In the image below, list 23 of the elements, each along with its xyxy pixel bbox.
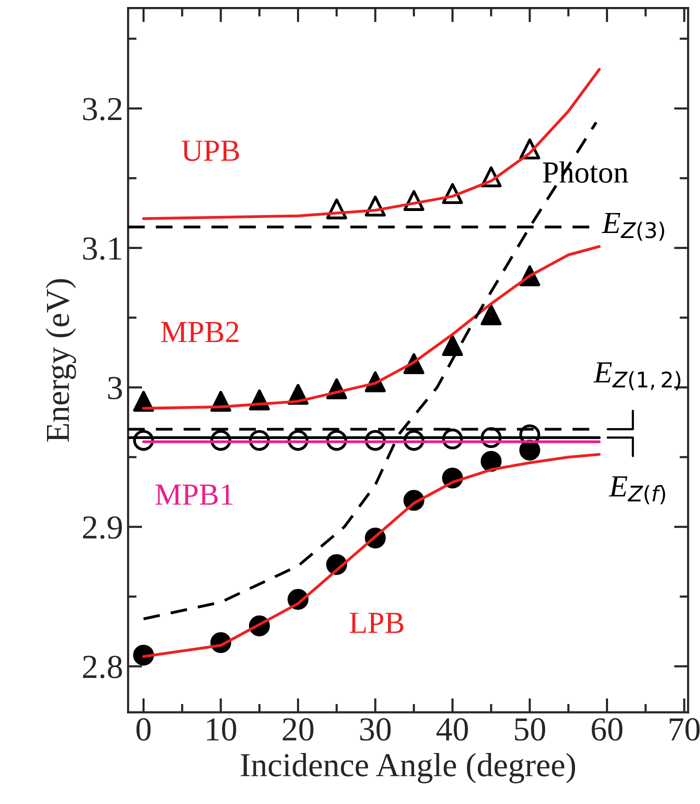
x-tick-label: 50	[515, 718, 546, 741]
x-tick-label: 70	[670, 718, 700, 741]
y-axis-title: Energy (eV)	[46, 279, 76, 442]
y-tick-label: 3.1	[83, 237, 122, 260]
series-label: LPB	[350, 612, 404, 633]
x-tick-label: 0	[136, 718, 151, 741]
series-label: Photon	[542, 161, 628, 183]
x-tick-label: 30	[360, 718, 391, 741]
y-tick-label: 2.9	[83, 516, 122, 539]
x-tick-label: 10	[207, 718, 236, 741]
y-tick-label: 3.2	[83, 98, 122, 120]
series-label: MPB1	[156, 484, 233, 505]
ref-line-label: E$_{Z(1,2)}$	[593, 362, 680, 390]
y-tick-label: 2.8	[83, 656, 122, 678]
x-axis-title: Incidence Angle (degree)	[240, 752, 576, 784]
series-label: UPB	[182, 140, 239, 162]
x-tick-label: 20	[282, 718, 314, 741]
ref-line-label: E$_{Z(f)}$	[608, 476, 666, 504]
x-tick-label: 60	[592, 718, 622, 741]
x-tick-label: 40	[436, 718, 468, 741]
y-tick-label: 3	[108, 376, 122, 400]
ref-line-label: E$_{Z(3)}$	[602, 212, 664, 241]
text: MPB2	[161, 322, 238, 342]
